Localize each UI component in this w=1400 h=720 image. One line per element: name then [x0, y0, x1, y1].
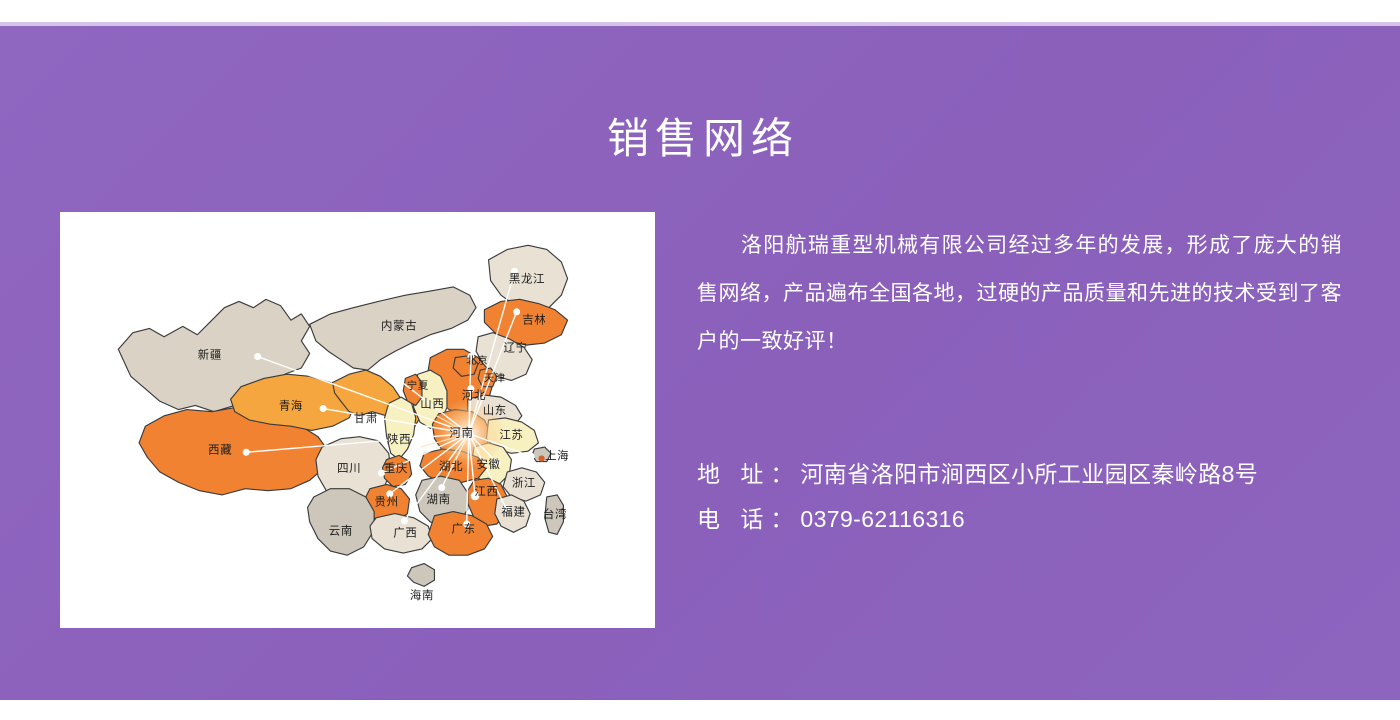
province-label-shaanxi: 陕西 [387, 432, 411, 446]
intro-paragraph: 洛阳航瑞重型机械有限公司经过多年的发展，形成了庞大的销售网络，产品遍布全国各地，… [697, 234, 1342, 353]
phone-line: 电 话：0379-62116316 [697, 497, 1377, 542]
intro-copy-block: 洛阳航瑞重型机械有限公司经过多年的发展，形成了庞大的销售网络，产品遍布全国各地，… [697, 222, 1342, 366]
address-label: 地 址： [697, 461, 801, 487]
province-label-shanxi: 山西 [420, 397, 444, 411]
province-label-xizang: 西藏 [208, 442, 232, 456]
network-links [246, 271, 532, 525]
province-label-anhui: 安徽 [476, 457, 500, 471]
network-nodes [242, 267, 545, 528]
province-label-jiangxi: 江西 [474, 484, 498, 498]
province-label-heilongjiang: 黑龙江 [509, 272, 545, 286]
phone-value[interactable]: 0379-62116316 [800, 506, 966, 532]
province-label-guangxi: 广西 [393, 525, 417, 539]
phone-label: 电 话： [697, 506, 801, 532]
province-label-gansu: 甘肃 [354, 411, 378, 425]
province-label-taiwan: 台湾 [543, 507, 567, 521]
province-labels: 新疆 内蒙古 黑龙江 吉林 辽宁 北京 天津 河北 山西 山东 宁夏 甘肃 青海… [198, 272, 569, 602]
province-shapes [117, 244, 569, 587]
province-label-tianjin: 天津 [484, 373, 506, 385]
top-white-band [0, 0, 1400, 22]
province-label-fujian: 福建 [501, 505, 525, 519]
province-label-sichuan: 四川 [337, 461, 361, 475]
province-label-hebei: 河北 [462, 388, 486, 402]
province-label-beijing: 北京 [466, 354, 488, 367]
province-label-yunnan: 云南 [329, 523, 353, 537]
page-title: 销售网络 [606, 115, 799, 163]
map-svg: .pv { stroke:#3b3b3b; stroke-width:1.1; … [117, 244, 569, 602]
province-label-guizhou: 贵州 [375, 494, 399, 508]
province-label-liaoning: 辽宁 [504, 340, 528, 354]
bottom-white-band [0, 700, 1400, 720]
province-label-hubei: 湖北 [439, 459, 463, 473]
province-label-guangdong: 广东 [452, 521, 476, 535]
province-label-ningxia: 宁夏 [407, 379, 429, 392]
province-label-jilin: 吉林 [522, 312, 546, 326]
province-label-shandong: 山东 [483, 403, 507, 417]
province-label-qinghai: 青海 [279, 399, 303, 413]
province-label-shanghai: 上海 [545, 449, 569, 463]
province-label-jiangsu: 江苏 [499, 428, 523, 442]
province-label-henan: 河南 [449, 426, 473, 440]
province-label-hunan: 湖南 [427, 492, 451, 506]
province-label-neimenggu: 内蒙古 [381, 319, 417, 333]
province-label-zhejiang: 浙江 [512, 476, 536, 490]
province-label-hainan: 海南 [410, 588, 434, 602]
top-accent-rule [0, 22, 1400, 26]
address-line: 地 址：河南省洛阳市涧西区小所工业园区秦岭路8号 [697, 452, 1377, 497]
province-label-chongqing: 重庆 [384, 461, 408, 475]
china-sales-map: .pv { stroke:#3b3b3b; stroke-width:1.1; … [60, 212, 655, 628]
province-label-xinjiang: 新疆 [198, 348, 222, 362]
address-value: 河南省洛阳市涧西区小所工业园区秦岭路8号 [800, 461, 1259, 487]
contact-block: 地 址：河南省洛阳市涧西区小所工业园区秦岭路8号 电 话：0379-621163… [697, 452, 1377, 542]
